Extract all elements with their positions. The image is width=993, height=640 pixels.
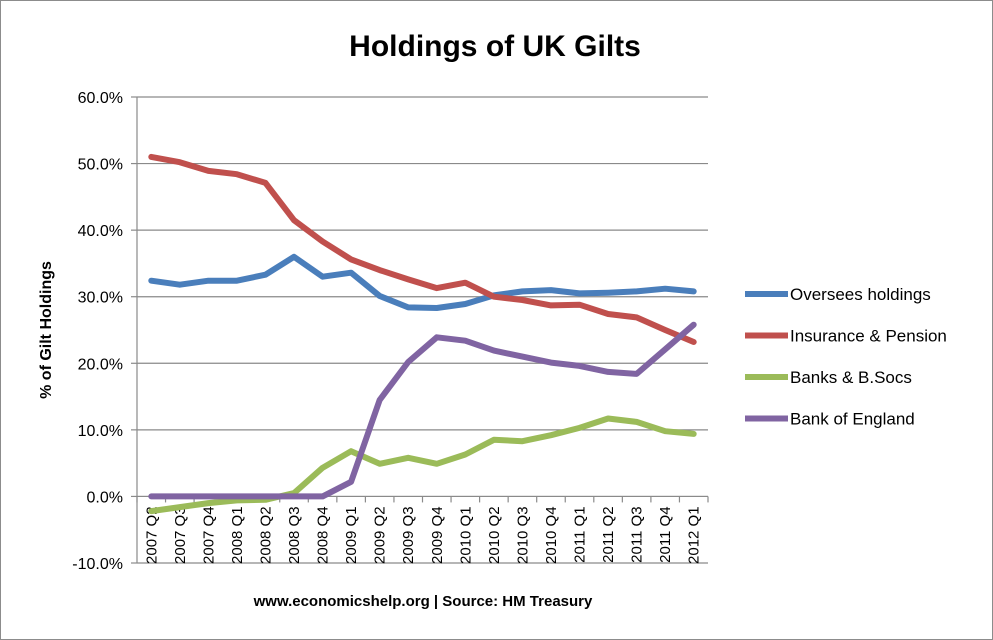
y-tick-label: 50.0%: [78, 157, 123, 174]
legend: Oversees holdings Insurance & Pension Bank…: [745, 285, 947, 429]
x-tick-label: 2009 Q1: [343, 506, 360, 564]
x-tick-label: 2010 Q3: [514, 506, 531, 564]
x-tick-label: 2011 Q2: [600, 506, 617, 562]
x-tick-label: 2007 Q3: [172, 506, 189, 564]
legend-label: Banks & B.Socs: [790, 368, 912, 387]
x-tick-label: 2011 Q1: [572, 506, 589, 562]
y-tick-label: 60.0%: [78, 90, 123, 107]
series-line: [148, 415, 697, 515]
x-tick-label: 2011 Q4: [657, 506, 674, 562]
y-tick-label: 30.0%: [78, 290, 123, 307]
x-tick-label: 2008 Q3: [286, 506, 303, 564]
series-line: [148, 153, 697, 345]
x-tick-label: 2009 Q3: [400, 506, 417, 564]
y-tick-label: 20.0%: [78, 356, 123, 373]
x-tick-label: 2007 Q4: [200, 506, 217, 564]
legend-label: Bank of England: [790, 410, 915, 429]
series-line: [148, 253, 697, 311]
legend-label: Insurance & Pension: [790, 327, 947, 346]
legend-label: Oversees holdings: [790, 285, 931, 304]
x-tick-label: 2010 Q4: [543, 506, 560, 564]
y-tick-label: 0.0%: [87, 489, 123, 506]
x-tick-label: 2008 Q2: [257, 506, 274, 564]
x-tick-label: 2011 Q3: [629, 506, 646, 562]
y-axis-label: % of Gilt Holdings: [38, 261, 55, 399]
y-axis-ticks: -10.0% 0.0% 10.0% 20.0% 30.0% 40.0% 50.0% 60.0%: [72, 90, 123, 573]
x-tick-label: 2012 Q1: [686, 506, 703, 564]
x-axis-ticks: 2007 Q2 2007 Q3 2007 Q4 2008 Q1 2008 Q2 2008 …: [143, 506, 702, 564]
y-tick-label: 10.0%: [78, 423, 123, 440]
chart-title: Holdings of UK Gilts: [349, 30, 641, 63]
x-tick-label: 2008 Q1: [229, 506, 246, 564]
gridlines: [131, 96, 709, 564]
y-tick-label: 40.0%: [78, 223, 123, 240]
y-tick-label: -10.0%: [72, 556, 123, 573]
series-line: [148, 321, 697, 500]
x-tick-label: 2007 Q2: [143, 506, 160, 564]
x-tick-label: 2008 Q4: [315, 506, 332, 564]
x-tick-label: 2010 Q2: [486, 506, 503, 564]
x-tick-label: 2009 Q4: [429, 506, 446, 564]
x-tick-label: 2009 Q2: [372, 506, 389, 564]
x-tick-label: 2010 Q1: [457, 506, 474, 564]
x-axis-label: www.economicshelp.org | Source: HM Treas…: [253, 593, 593, 610]
series-lines: [148, 153, 697, 515]
